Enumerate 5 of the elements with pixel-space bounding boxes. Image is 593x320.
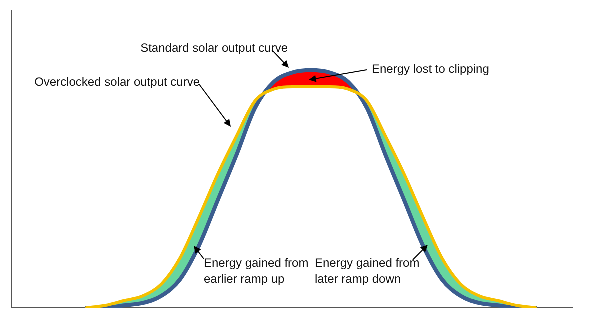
text: Overclocked solar output curve bbox=[34, 74, 200, 90]
annotation: Energy lost to clipping bbox=[372, 61, 490, 77]
annotation: Energy gained from earlier ramp up bbox=[204, 255, 310, 287]
series-label: Standard solar output curve bbox=[140, 40, 288, 56]
annotation: Energy gained from later ramp down bbox=[315, 255, 421, 287]
